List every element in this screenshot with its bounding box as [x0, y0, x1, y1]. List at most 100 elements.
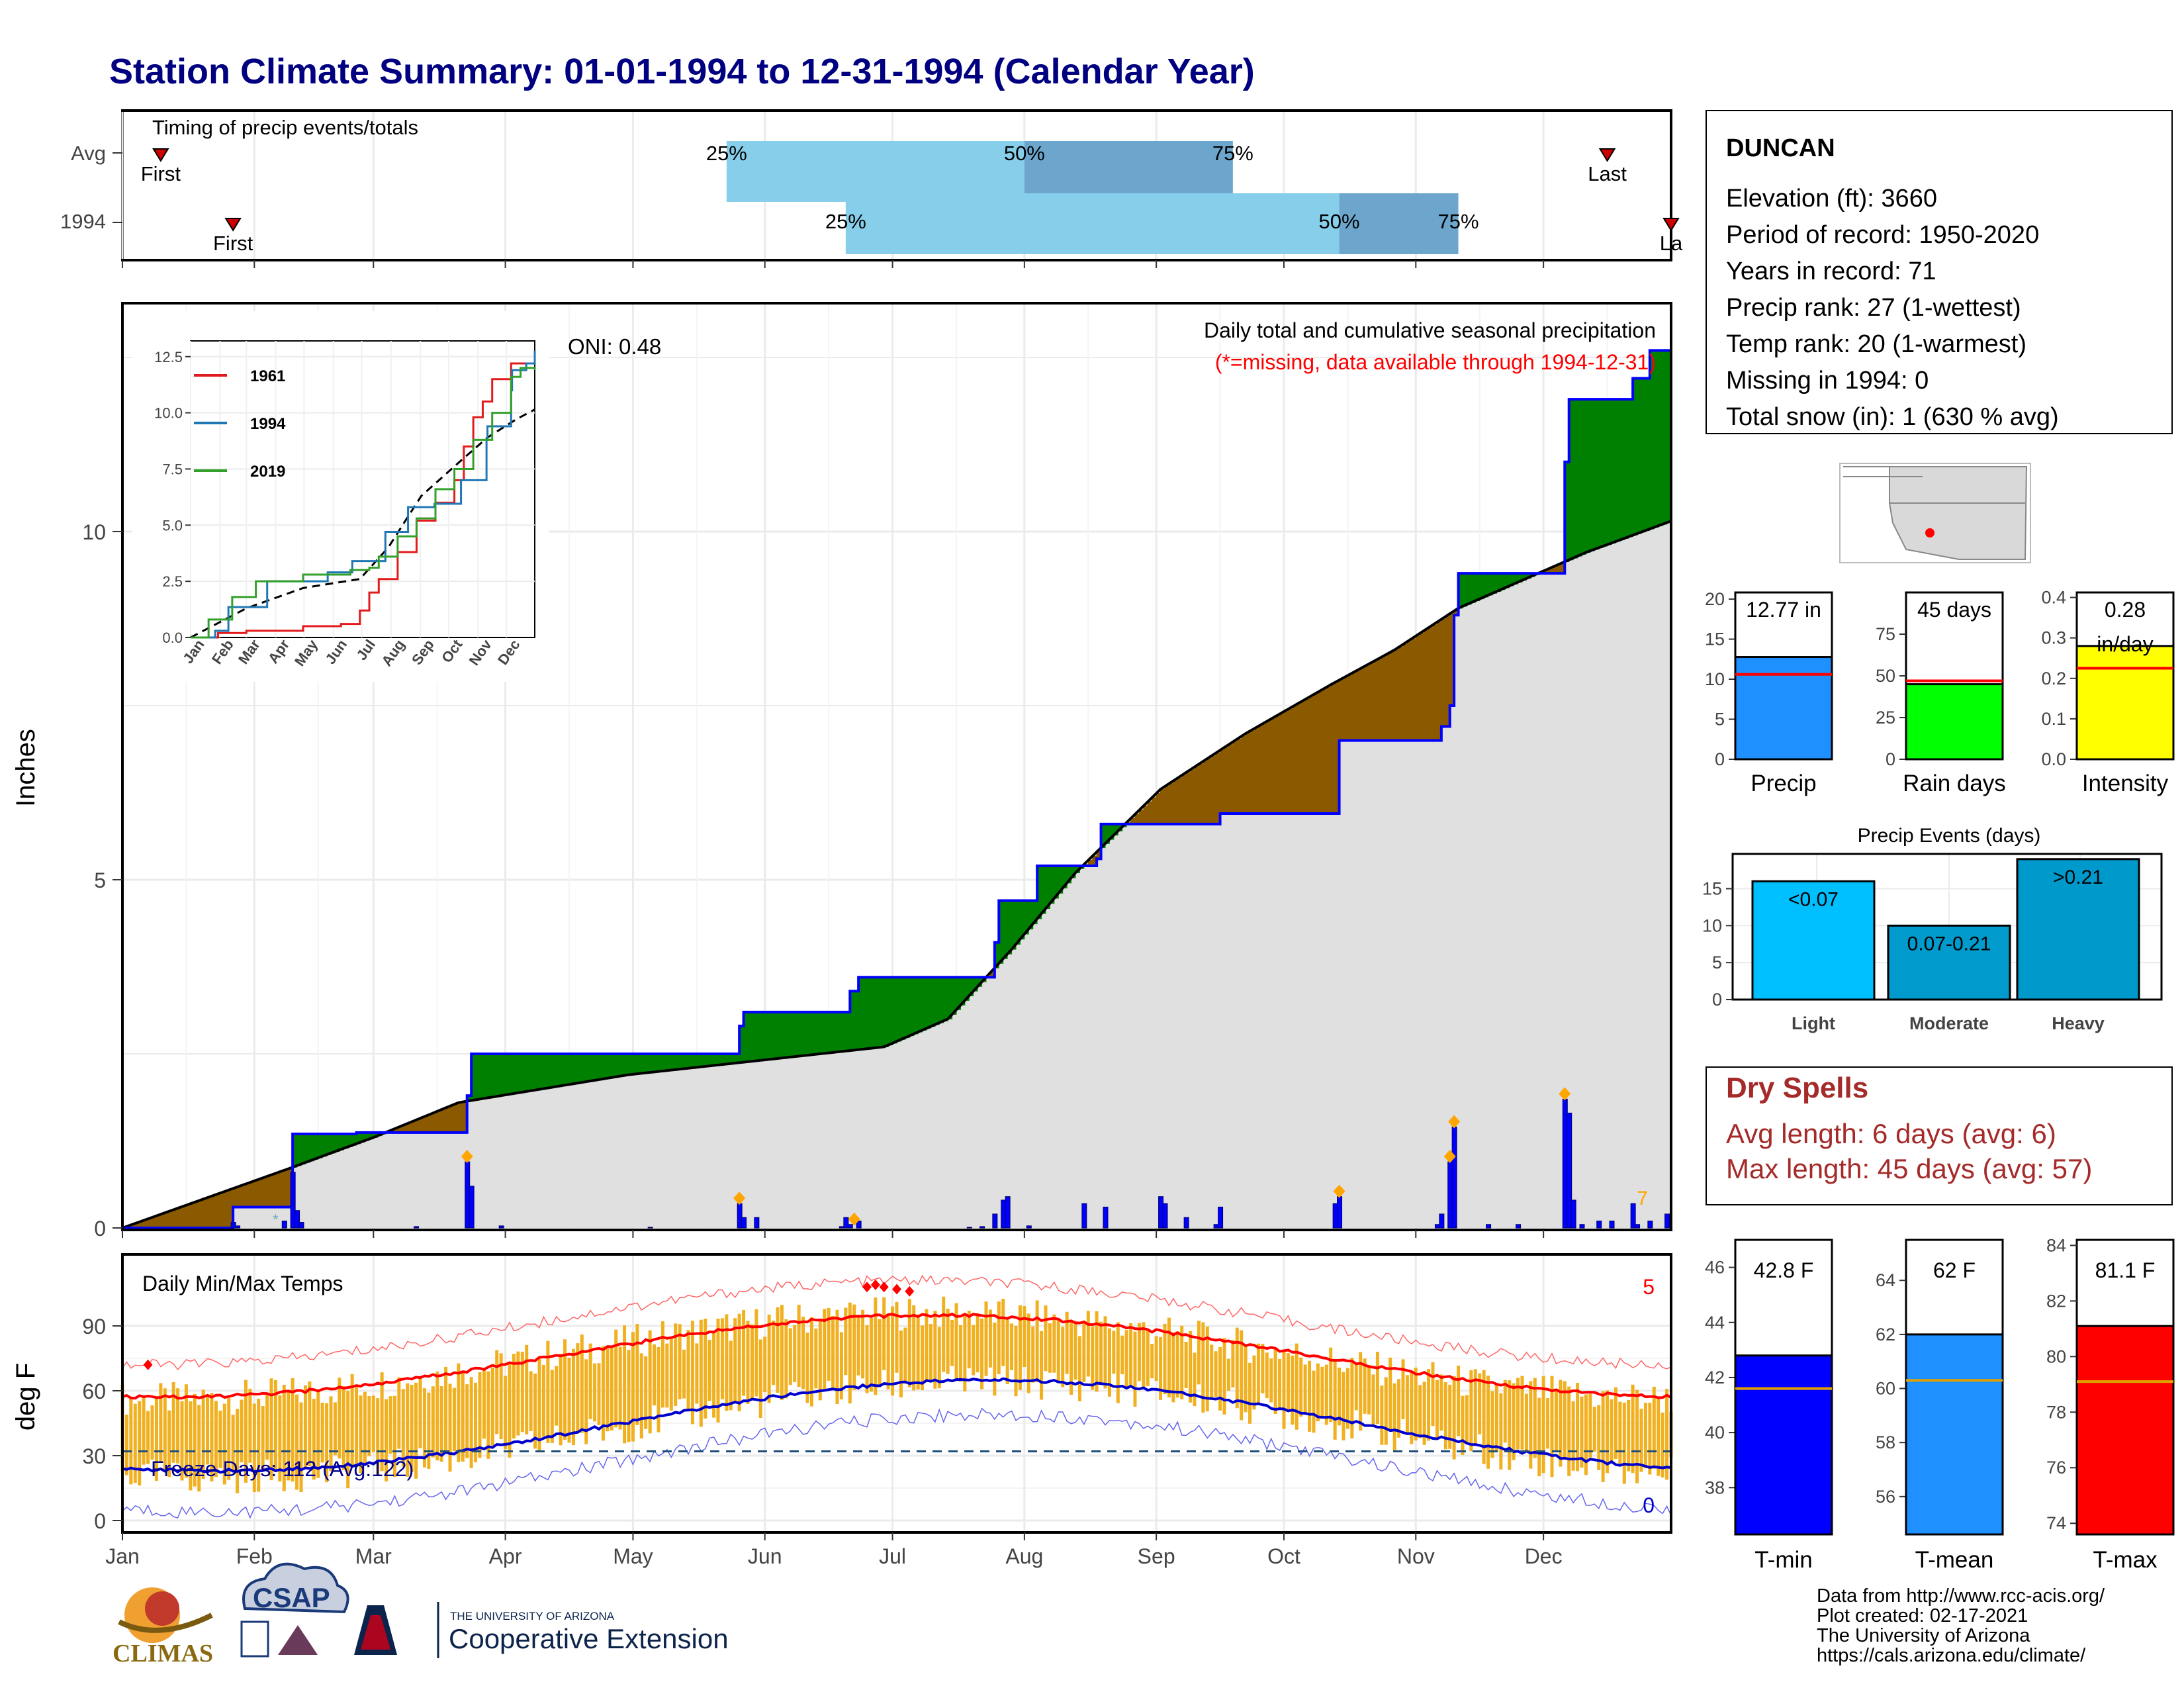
precip-ytick: 0: [94, 1217, 106, 1241]
summary-bar-rain-days: 0 25 50 75 45 days Rain days: [1876, 591, 2006, 796]
station-info-line: Missing in 1994: 0: [1726, 367, 1929, 395]
temp-ytick: 90: [82, 1315, 106, 1338]
inset-line-2019: [191, 367, 536, 639]
temp-label: Daily Min/Max Temps: [142, 1272, 343, 1295]
timing-p75-label: 75%: [1438, 210, 1479, 233]
daily-precip-bar: [847, 1224, 853, 1229]
temp-summary-tick: 84: [2046, 1235, 2066, 1255]
last-label: La: [1660, 232, 1683, 255]
daily-precip-bar: [1162, 1203, 1168, 1229]
record-high-marker: [892, 1284, 901, 1295]
temp-summary-tick: 42: [1705, 1368, 1725, 1387]
events-category-label: Moderate: [1909, 1013, 1989, 1033]
events-ytick: 5: [1712, 953, 1722, 972]
inset-legend-2019: 2019: [250, 463, 285, 481]
daily-precip-bar: [1005, 1196, 1011, 1229]
precip-corner-count: 7: [1637, 1188, 1648, 1209]
temp-summary-tick: 40: [1705, 1423, 1725, 1442]
precip-ylabel: Inches: [11, 729, 40, 807]
summary-bar-value-label: 12.77 in: [1746, 598, 1821, 622]
month-label-may: May: [613, 1544, 653, 1568]
precip-title: Daily total and cumulative seasonal prec…: [1204, 318, 1656, 342]
month-label-aug: Aug: [1005, 1544, 1043, 1568]
station-info-line: Elevation (ft): 3660: [1726, 185, 1937, 212]
record-min-line: [122, 1407, 1672, 1519]
timing-p50-label: 50%: [1004, 142, 1045, 165]
daily-precip-bar: [230, 1222, 236, 1229]
temp-summary-value: 42.8 F: [1754, 1258, 1814, 1282]
precip-panel: * 0 5 10 Inches ONI: 0.48 Daily total and …: [11, 302, 1672, 1241]
dry-spells-box: Dry Spells Avg length: 6 days (avg: 6) M…: [1706, 1066, 2173, 1205]
csap-text: CSAP: [253, 1582, 330, 1613]
daily-precip-bar: [647, 1227, 653, 1229]
oni-label: ONI: 0.48: [568, 334, 661, 359]
temp-summary-tick: 82: [2046, 1291, 2066, 1311]
summary-bar-tick: 0: [1886, 749, 1895, 769]
temp-summary-bar: [1905, 1333, 2004, 1536]
station-info-line: Precip rank: 27 (1-wettest): [1726, 294, 2021, 322]
summary-bar-value: [1734, 656, 1833, 761]
summary-bar-tick: 10: [1705, 669, 1725, 689]
precip-subtitle: (*=missing, data available through 1994-…: [1215, 350, 1656, 374]
timing-bar-q25-Avg: [726, 141, 1024, 202]
cold-count: 0: [1643, 1493, 1655, 1517]
timing-bar-q50-1994: [1339, 193, 1459, 254]
cumulative-1994-line: [122, 338, 1672, 1229]
map-state-shapes: [1843, 466, 2028, 560]
temp-summary-tick: 58: [1876, 1432, 1895, 1452]
events-bar-moderate: [1887, 924, 2011, 1001]
daily-precip-bar: [281, 1220, 287, 1229]
avg-min-line: [122, 1377, 1672, 1474]
summary-bar-tick: 0.2: [2041, 669, 2066, 688]
month-label-oct: Oct: [1267, 1544, 1300, 1568]
avg-cumulative-area: [122, 521, 1671, 1229]
daily-precip-bar: [979, 1226, 985, 1229]
last-label: Last: [1588, 162, 1627, 185]
timing-p50-label: 50%: [1319, 210, 1360, 233]
first-label: First: [213, 232, 253, 255]
temp-summary-bar: [2075, 1325, 2175, 1536]
temp-summary-tick: 56: [1876, 1487, 1895, 1507]
precip-ytick: 5: [94, 868, 106, 892]
summary-bar-value-label: 0.28: [2105, 598, 2146, 622]
avg-max-line: [122, 1312, 1672, 1400]
month-label-nov: Nov: [1397, 1544, 1435, 1568]
temp-summary-label: T-mean: [1915, 1547, 1994, 1573]
daily-precip-bar: [1103, 1206, 1109, 1229]
first-label: First: [141, 162, 181, 185]
events-ytick: 10: [1702, 915, 1722, 935]
station-info-line: Temp rank: 20 (1-warmest): [1726, 330, 2026, 358]
summary-bar-label: Intensity: [2082, 771, 2169, 796]
month-label-jan: Jan: [105, 1544, 140, 1568]
daily-precip-bar: [1218, 1206, 1224, 1229]
temp-summary-tick: 38: [1705, 1477, 1725, 1497]
daily-precip-bar: [469, 1186, 475, 1229]
heavy-event-marker: [1448, 1115, 1461, 1129]
daily-precip-bar: [992, 1213, 998, 1229]
heavy-event-marker: [1443, 1150, 1456, 1164]
timing-p25-label: 25%: [706, 142, 747, 165]
freeze-days: Freeze Days: 112 (Avg:122): [151, 1457, 414, 1481]
station-info-line: Years in record: 71: [1726, 258, 1936, 285]
daily-precip-bar: [856, 1220, 862, 1229]
timing-bar-q50-Avg: [1024, 141, 1233, 202]
temp-summary-t-min: 38 40 42 44 46 42.8 F T-min: [1705, 1239, 1833, 1573]
timing-panel: 25% 50% 75% First Last 25% 50% 75% First La Timin…: [60, 109, 1683, 268]
timing-bar-q25-1994: [845, 193, 1340, 254]
summary-bar-tick: 20: [1705, 589, 1725, 609]
events-bar-heavy: [2016, 858, 2140, 1001]
month-label-sep: Sep: [1138, 1544, 1175, 1568]
month-label-jun: Jun: [748, 1544, 782, 1568]
record-max-line: [122, 1274, 1672, 1371]
climas-text: CLIMAS: [113, 1640, 213, 1667]
temp-ylabel: deg F: [11, 1363, 40, 1430]
month-label-jul: Jul: [879, 1544, 906, 1568]
first-marker-Avg: [152, 148, 169, 162]
daily-precip-bar: [298, 1222, 304, 1229]
month-label-apr: Apr: [489, 1544, 522, 1568]
dry-spells-avg: Avg length: 6 days (avg: 6): [1726, 1118, 2056, 1149]
temp-summary-label: T-max: [2093, 1547, 2158, 1573]
timing-row-avg-label: Avg: [71, 142, 106, 165]
ua-small-text: THE UNIVERSITY OF ARIZONA: [450, 1610, 615, 1622]
